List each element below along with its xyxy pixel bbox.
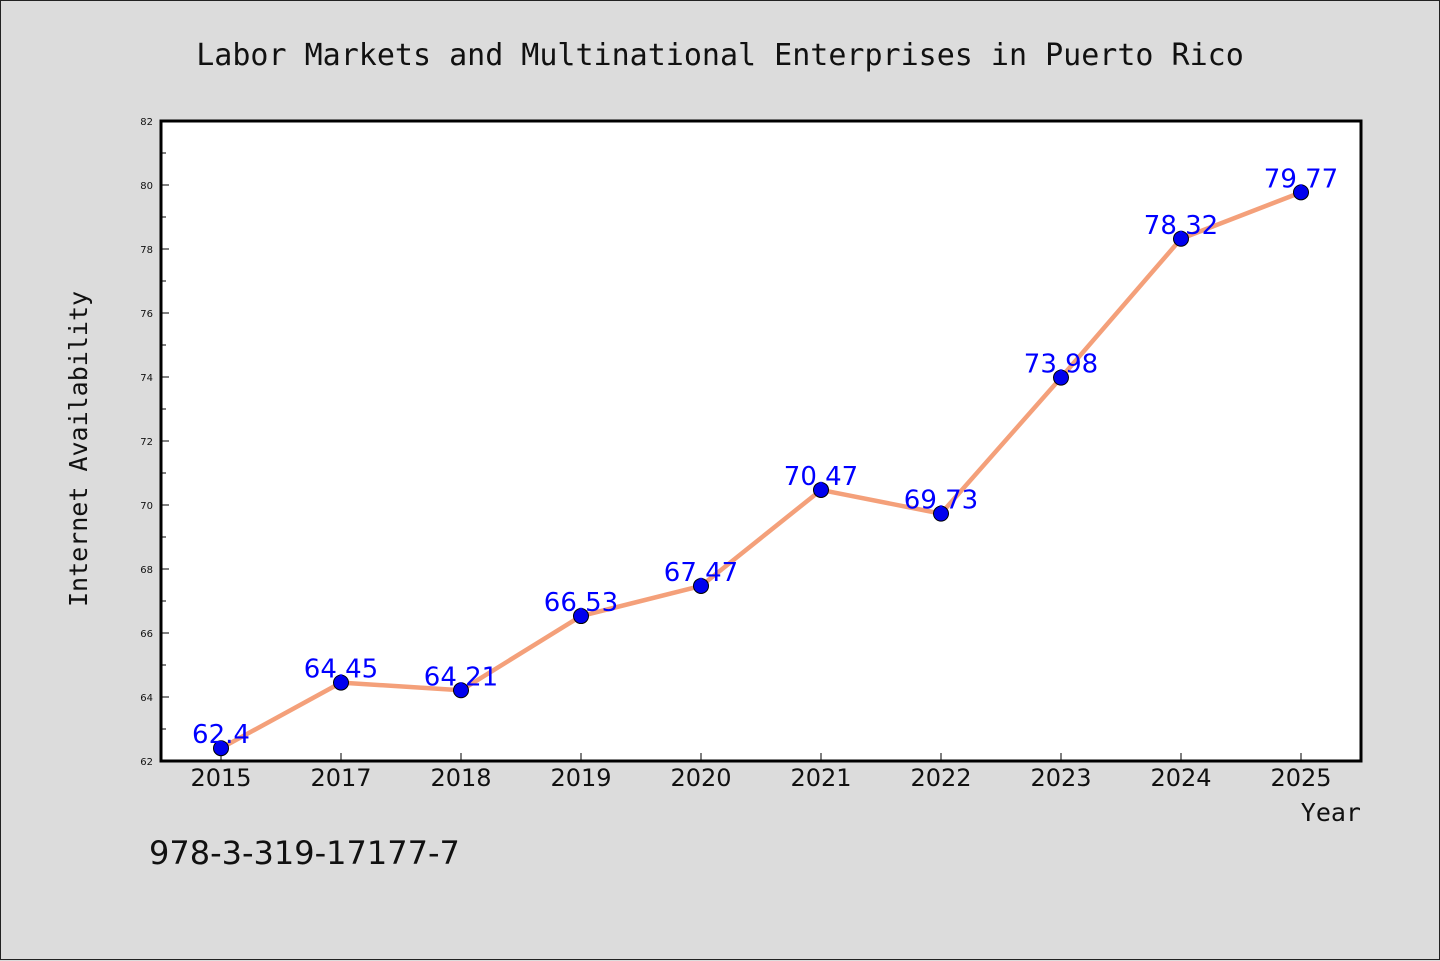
y-tick-label: 62 [140, 757, 153, 768]
data-label: 62.4 [192, 720, 250, 750]
data-point [573, 608, 589, 625]
data-label: 73.98 [1024, 350, 1098, 380]
y-tick-label: 74 [140, 373, 153, 384]
series-layer: 62.4 64.45 64.21 66.53 67.47 70.47 69.73 73.98 7… [192, 164, 1338, 757]
x-tick-label: 2025 [1270, 764, 1331, 792]
x-tick-label: 2017 [310, 764, 371, 792]
y-tick-label: 80 [140, 181, 153, 192]
x-tick-label: 2015 [190, 764, 251, 792]
data-point [1173, 230, 1189, 247]
data-label: 66.53 [544, 588, 618, 618]
x-tick-label: 2021 [790, 764, 851, 792]
y-tick-label: 66 [140, 629, 153, 640]
y-tick-label: 78 [140, 245, 153, 256]
y-tick-label: 68 [140, 565, 153, 576]
data-point [453, 682, 469, 699]
data-point [693, 577, 709, 594]
y-axis-label: Internet Availability [64, 291, 93, 607]
data-point [1293, 184, 1309, 201]
data-label: 67.47 [664, 558, 738, 588]
plot-area [161, 121, 1361, 761]
y-tick-label: 76 [140, 309, 153, 320]
x-tick-label: 2020 [670, 764, 731, 792]
data-label: 69.73 [904, 486, 978, 516]
data-point [1053, 369, 1069, 386]
x-tick-label: 2024 [1150, 764, 1211, 792]
x-tick-label: 2022 [910, 764, 971, 792]
plot-border [159, 119, 1363, 763]
data-label: 64.21 [424, 662, 498, 692]
x-axis: 2015 2017 2018 2019 2020 2021 2022 2023 2024 2025 [190, 753, 1332, 792]
series-line [218, 190, 1304, 751]
chart-title: Labor Markets and Multinational Enterpri… [196, 38, 1244, 73]
y-tick-label: 64 [140, 693, 153, 704]
x-axis-label: Year [1301, 798, 1361, 827]
data-label: 79.77 [1264, 164, 1338, 194]
footnote-isbn: 978-3-319-17177-7 [149, 834, 460, 872]
y-tick-label: 72 [140, 437, 153, 448]
data-point [213, 740, 229, 757]
x-tick-label: 2018 [430, 764, 491, 792]
data-label: 70.47 [784, 462, 858, 492]
data-point [333, 674, 349, 691]
y-tick-label: 70 [140, 501, 153, 512]
x-tick-label: 2019 [550, 764, 611, 792]
data-point [813, 481, 829, 498]
x-tick-label: 2023 [1030, 764, 1091, 792]
data-label: 78.32 [1144, 211, 1218, 241]
data-point [933, 505, 949, 522]
data-label: 64.45 [304, 655, 378, 685]
y-tick-label: 82 [140, 117, 153, 128]
